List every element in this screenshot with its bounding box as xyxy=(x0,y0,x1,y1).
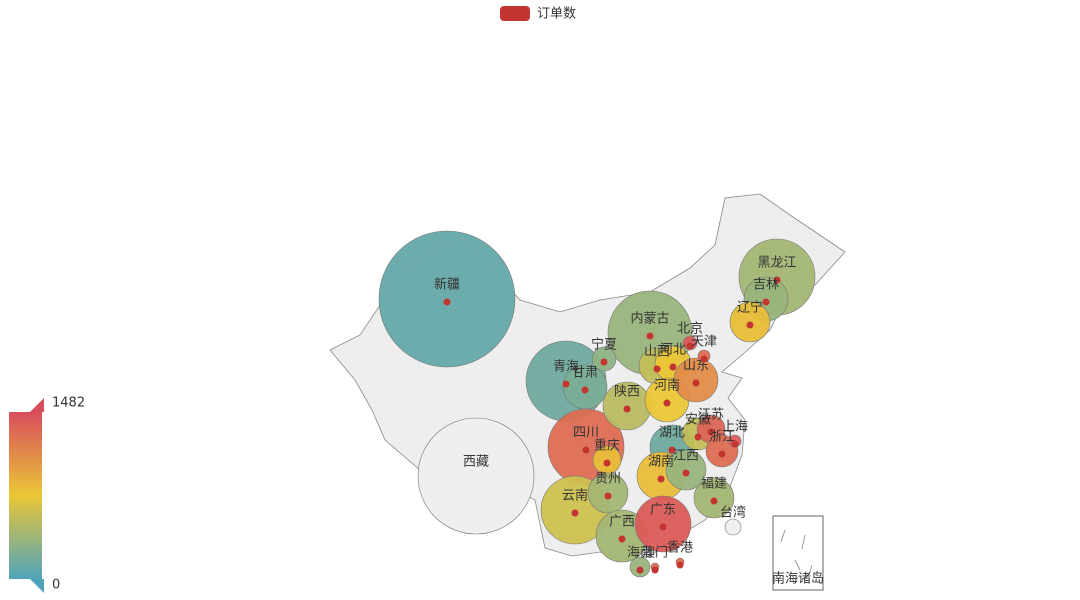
province-label: 河北 xyxy=(660,343,686,358)
visual-map-handle[interactable] xyxy=(30,579,44,593)
province-dot xyxy=(571,509,579,517)
visual-map-bar xyxy=(9,412,42,579)
province-dot xyxy=(718,450,726,458)
province-dot xyxy=(663,399,671,407)
province-dot xyxy=(710,497,718,505)
province-dot xyxy=(773,276,781,284)
province-label: 天津 xyxy=(691,335,717,350)
province-label: 吉林 xyxy=(753,278,779,293)
province-label: 甘肃 xyxy=(572,366,598,381)
province-label: 福建 xyxy=(701,477,727,492)
province-dot xyxy=(700,355,708,363)
province-dot xyxy=(646,332,654,340)
province-label: 广东 xyxy=(650,503,676,518)
province-dot xyxy=(600,358,608,366)
islands-marks xyxy=(780,529,813,576)
province-label: 云南 xyxy=(562,488,588,504)
province-label: 辽宁 xyxy=(737,300,763,316)
province-label: 西藏 xyxy=(463,455,489,470)
province-label: 四川 xyxy=(573,426,599,441)
province-dot xyxy=(651,566,659,574)
province-label: 广西 xyxy=(609,515,635,530)
province-label: 台湾 xyxy=(720,505,746,521)
province-dot xyxy=(443,298,451,306)
province-dot xyxy=(746,321,754,329)
visual-map-min: 0 xyxy=(52,578,60,593)
province-dot xyxy=(676,561,684,569)
province-label: 湖北 xyxy=(659,426,685,441)
province-dot xyxy=(623,405,631,413)
province-dot xyxy=(618,535,626,543)
province-dot xyxy=(707,428,715,436)
province-dot xyxy=(562,380,570,388)
province-label: 澳门 xyxy=(642,545,668,561)
province-label: 重庆 xyxy=(594,438,620,454)
province-dot xyxy=(659,523,667,531)
province-dot xyxy=(694,433,702,441)
province-label: 新疆 xyxy=(434,277,460,293)
province-label: 内蒙古 xyxy=(630,311,669,327)
province-label: 贵州 xyxy=(595,472,621,487)
province-label: 湖南 xyxy=(648,454,674,470)
province-label: 安徽 xyxy=(685,413,711,428)
province-label: 香港 xyxy=(667,541,693,556)
province-dot xyxy=(636,566,644,574)
province-label: 黑龙江 xyxy=(757,256,796,271)
province-label: 江西 xyxy=(673,449,699,464)
province-dot xyxy=(657,475,665,483)
province-label: 上海 xyxy=(722,420,748,435)
province-dot xyxy=(653,365,661,373)
legend-label[interactable]: 订单数 xyxy=(537,7,576,22)
province-dot xyxy=(603,459,611,467)
islands-label: 南海诸岛 xyxy=(772,571,824,587)
province-label: 宁夏 xyxy=(591,337,617,353)
province xyxy=(724,518,742,536)
province-dot xyxy=(582,446,590,454)
province-label: 山西 xyxy=(644,345,670,360)
province xyxy=(417,417,535,535)
province-label: 浙江 xyxy=(709,430,735,445)
province-dot xyxy=(682,469,690,477)
province-label: 河南 xyxy=(654,378,680,394)
province-label: 青海 xyxy=(553,360,579,375)
province-dot xyxy=(692,379,700,387)
province-label: 陕西 xyxy=(614,385,640,400)
province-dot xyxy=(762,298,770,306)
province-dot xyxy=(668,446,676,454)
province-label: 海南 xyxy=(627,545,653,561)
province-dot xyxy=(731,440,739,448)
legend-swatch[interactable] xyxy=(500,6,530,21)
visual-map-max: 1482 xyxy=(52,396,85,411)
province-dot xyxy=(604,492,612,500)
province-label: 北京 xyxy=(677,322,703,337)
islands-box xyxy=(772,515,824,591)
province-dot xyxy=(669,363,677,371)
province-dot xyxy=(581,386,589,394)
province-label: 山东 xyxy=(683,359,709,374)
province-label: 江苏 xyxy=(698,407,724,423)
visual-map-handle[interactable] xyxy=(30,398,44,412)
province-dot xyxy=(686,342,694,350)
